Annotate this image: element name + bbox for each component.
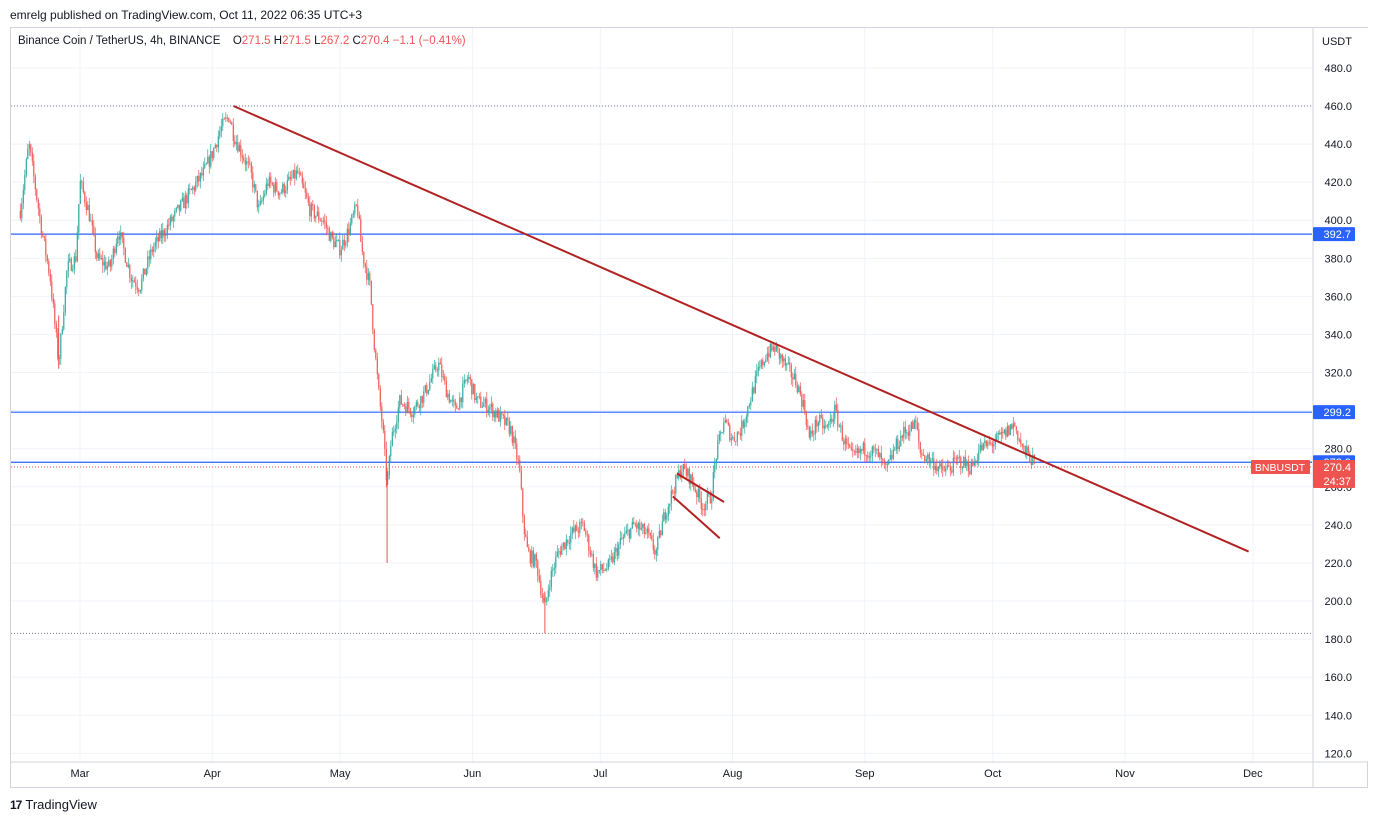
change-value: −1.1 (−0.41%) <box>392 35 466 47</box>
close-value: 270.4 <box>360 35 390 47</box>
publish-info: emrelg published on TradingView.com, Oct… <box>10 8 363 22</box>
symbol-legend: Binance Coin / TetherUS, 4h, BINANCE O27… <box>18 35 466 47</box>
low-value: 267.2 <box>320 35 350 47</box>
symbol-title[interactable]: Binance Coin / TetherUS, 4h, BINANCE <box>18 35 221 47</box>
brand-label: TradingView <box>25 797 97 812</box>
open-value: 271.5 <box>241 35 271 47</box>
chart-frame <box>10 27 1368 788</box>
tradingview-brand[interactable]: 17 TradingView <box>10 797 97 812</box>
open-label: O <box>232 35 242 47</box>
tradingview-logo-icon: 17 <box>10 797 22 812</box>
close-label: C <box>352 35 361 47</box>
high-value: 271.5 <box>282 35 311 47</box>
high-label: H <box>273 35 283 47</box>
low-label: L <box>314 35 321 47</box>
